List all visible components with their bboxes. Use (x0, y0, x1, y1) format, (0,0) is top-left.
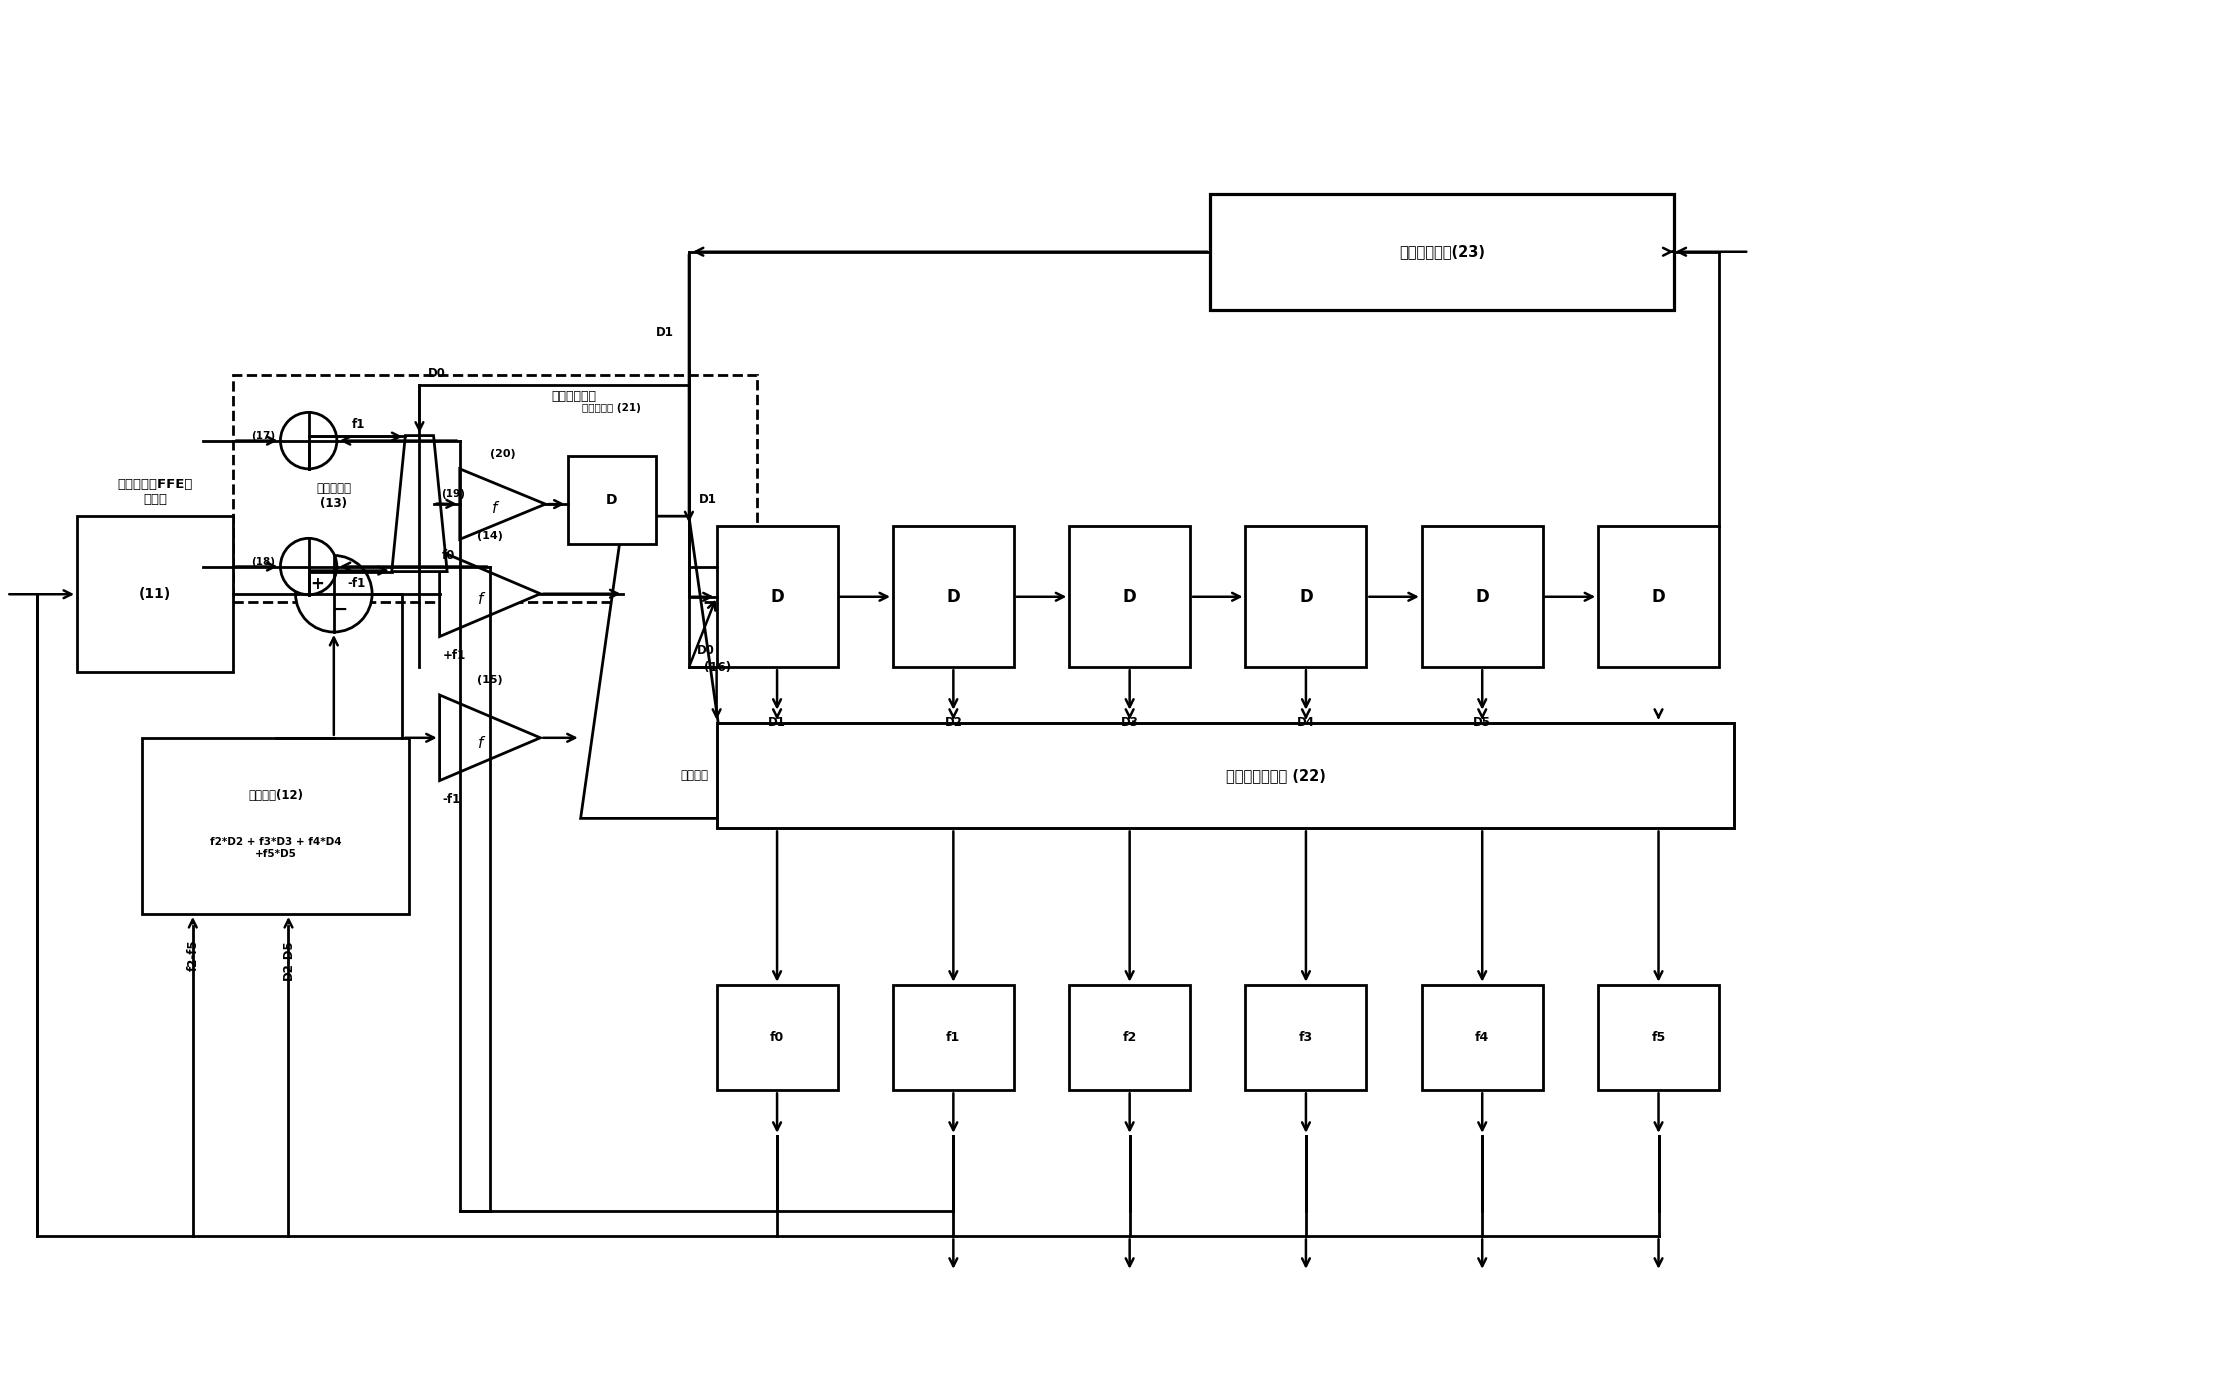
Text: D: D (948, 587, 961, 605)
Text: (18): (18) (251, 557, 275, 566)
Text: f4: f4 (1476, 1031, 1489, 1043)
Circle shape (295, 555, 373, 632)
Text: +: + (311, 575, 324, 593)
Text: D0: D0 (428, 367, 446, 381)
Bar (717, 526, 837, 667)
Text: D1: D1 (768, 716, 786, 728)
Bar (568, 456, 657, 544)
Polygon shape (459, 469, 546, 540)
Bar (1598, 526, 1720, 667)
Text: (17): (17) (251, 431, 275, 441)
Text: 补偿生成(12): 补偿生成(12) (249, 790, 304, 802)
Text: 误差寄存器 (21): 误差寄存器 (21) (581, 403, 641, 413)
Polygon shape (439, 695, 541, 781)
Bar (1422, 526, 1542, 667)
Text: f3: f3 (1298, 1031, 1314, 1043)
Text: 锁定判定电路(23): 锁定判定电路(23) (1398, 244, 1485, 259)
Text: f2-f5: f2-f5 (186, 939, 200, 971)
Bar (1245, 526, 1367, 667)
Text: f5: f5 (1651, 1031, 1666, 1043)
Text: D: D (1123, 587, 1136, 605)
Text: D: D (770, 587, 783, 605)
Text: D2: D2 (945, 716, 963, 728)
Text: $\mathit{f}$: $\mathit{f}$ (477, 735, 486, 751)
Bar (1598, 985, 1720, 1091)
Text: f0: f0 (442, 548, 455, 562)
Bar (717, 985, 837, 1091)
Bar (1209, 194, 1673, 310)
Bar (233, 375, 757, 601)
Text: D: D (606, 492, 617, 506)
Text: (11): (11) (140, 587, 171, 601)
Text: D2-D5: D2-D5 (282, 939, 295, 981)
Text: f2*D2 + f3*D3 + f4*D4
+f5*D5: f2*D2 + f3*D3 + f4*D4 +f5*D5 (211, 837, 342, 859)
Bar (1245, 985, 1367, 1091)
Text: f0: f0 (770, 1031, 783, 1043)
Text: −: − (331, 600, 348, 619)
Text: (14): (14) (477, 531, 504, 541)
Text: D3: D3 (1121, 716, 1138, 728)
Bar (892, 526, 1014, 667)
Text: +f1: +f1 (442, 649, 466, 661)
Polygon shape (581, 516, 732, 819)
Bar (892, 985, 1014, 1091)
Text: D: D (1298, 587, 1314, 605)
Text: 模拟加法器
(13): 模拟加法器 (13) (317, 483, 351, 511)
Text: D1: D1 (699, 492, 717, 506)
Polygon shape (393, 435, 448, 572)
Text: f1: f1 (945, 1031, 961, 1043)
Text: (19): (19) (442, 488, 466, 498)
Circle shape (280, 538, 337, 594)
Text: -f1: -f1 (346, 576, 366, 590)
Bar (717, 723, 1733, 829)
Text: f2: f2 (1123, 1031, 1136, 1043)
Text: $\mathit{f}$: $\mathit{f}$ (490, 501, 499, 516)
Text: $\mathit{f}$: $\mathit{f}$ (477, 591, 486, 607)
Text: D0: D0 (697, 644, 715, 657)
Text: 投票状态: 投票状态 (681, 769, 708, 783)
Text: 前馈均衡器FFE高
频补偿: 前馈均衡器FFE高 频补偿 (118, 478, 193, 506)
Text: (15): (15) (477, 675, 504, 685)
Circle shape (280, 413, 337, 469)
Text: (20): (20) (490, 449, 515, 459)
Text: (16): (16) (703, 661, 730, 674)
Bar (78, 516, 233, 672)
Bar (142, 738, 408, 914)
Text: D: D (1651, 587, 1666, 605)
Text: D: D (1476, 587, 1489, 605)
Text: -f1: -f1 (442, 792, 462, 806)
Text: D5: D5 (1473, 716, 1491, 728)
Text: f1: f1 (353, 417, 366, 431)
Bar (1070, 526, 1189, 667)
Text: 投票逻辑计数器 (22): 投票逻辑计数器 (22) (1225, 769, 1325, 783)
Text: 误差生产电路: 误差生产电路 (550, 391, 597, 403)
Text: D4: D4 (1296, 716, 1316, 728)
Text: D1: D1 (657, 326, 675, 339)
Bar (1070, 985, 1189, 1091)
Polygon shape (439, 551, 541, 636)
Bar (1422, 985, 1542, 1091)
